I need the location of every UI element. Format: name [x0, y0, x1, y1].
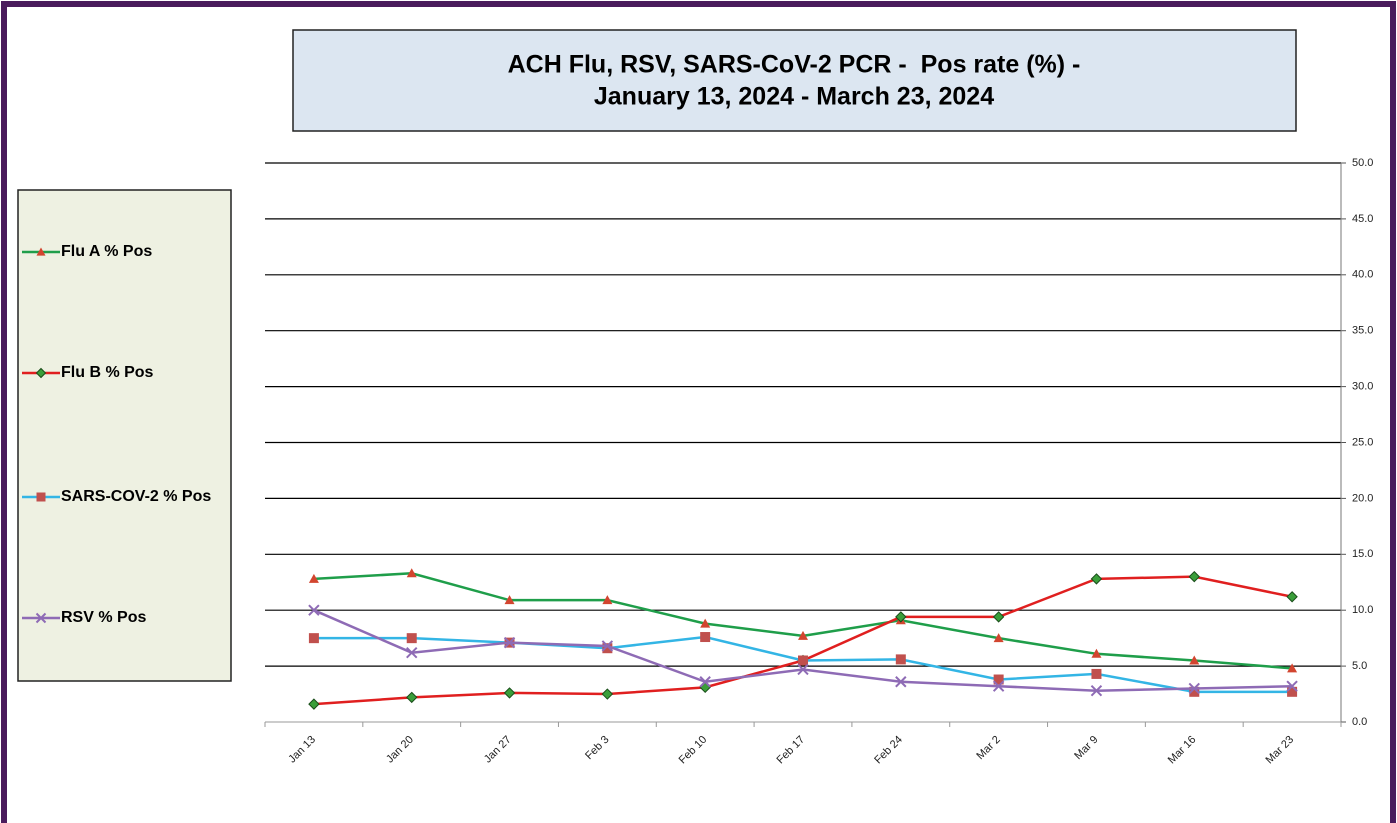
legend-label: RSV % Pos: [61, 609, 146, 626]
chart-title: ACH Flu, RSV, SARS-CoV-2 PCR - Pos rate …: [508, 51, 1081, 79]
chart-subtitle: January 13, 2024 - March 23, 2024: [594, 83, 994, 111]
marker: [602, 643, 613, 654]
y-tick-label: 45.0: [1352, 213, 1373, 225]
marker: [1188, 682, 1200, 695]
marker: [503, 636, 516, 649]
marker: [993, 633, 1004, 643]
marker: [406, 633, 417, 644]
marker: [895, 676, 907, 688]
marker: [1189, 655, 1200, 665]
marker: [992, 611, 1005, 623]
marker: [1090, 684, 1103, 697]
marker: [1286, 680, 1298, 692]
legend-label: Flu B % Pos: [61, 364, 154, 381]
marker: [308, 633, 319, 644]
marker: [700, 632, 711, 643]
marker: [1188, 570, 1200, 583]
legend-marker: [35, 367, 47, 379]
y-tick-label: 30.0: [1352, 381, 1373, 393]
marker: [699, 676, 711, 688]
marker: [602, 595, 613, 605]
legend-marker: [35, 612, 47, 624]
marker: [895, 654, 906, 665]
marker: [992, 680, 1005, 692]
marker: [798, 655, 808, 666]
marker: [601, 640, 614, 652]
y-tick-label: 15.0: [1352, 548, 1373, 560]
marker: [1091, 648, 1102, 658]
y-tick-label: 0.0: [1352, 716, 1367, 728]
marker: [406, 568, 417, 578]
marker: [504, 595, 515, 605]
marker: [406, 691, 418, 704]
y-tick-label: 5.0: [1352, 660, 1367, 672]
marker: [993, 674, 1004, 685]
marker: [1287, 663, 1298, 673]
title-box: [292, 29, 1297, 132]
legend-marker: [36, 247, 46, 256]
marker: [798, 630, 808, 640]
marker: [1090, 573, 1103, 585]
marker: [1091, 668, 1102, 679]
y-tick-label: 40.0: [1352, 269, 1373, 281]
marker: [308, 573, 319, 583]
y-tick-label: 20.0: [1352, 492, 1373, 504]
y-tick-label: 50.0: [1352, 157, 1373, 169]
legend-marker: [36, 492, 46, 502]
marker: [895, 611, 907, 623]
y-tick-label: 25.0: [1352, 436, 1373, 448]
marker: [1189, 686, 1200, 697]
marker: [406, 646, 418, 659]
marker: [1286, 591, 1298, 603]
legend-label: SARS-COV-2 % Pos: [61, 488, 211, 505]
marker: [308, 604, 320, 616]
y-tick-label: 10.0: [1352, 604, 1373, 616]
marker: [1287, 686, 1298, 697]
marker: [700, 618, 711, 628]
y-tick-label: 35.0: [1352, 325, 1373, 337]
marker: [503, 687, 516, 699]
marker: [308, 698, 320, 710]
legend-label: Flu A % Pos: [61, 243, 152, 260]
marker: [797, 663, 809, 676]
legend-box: [17, 189, 232, 682]
marker: [601, 688, 614, 700]
